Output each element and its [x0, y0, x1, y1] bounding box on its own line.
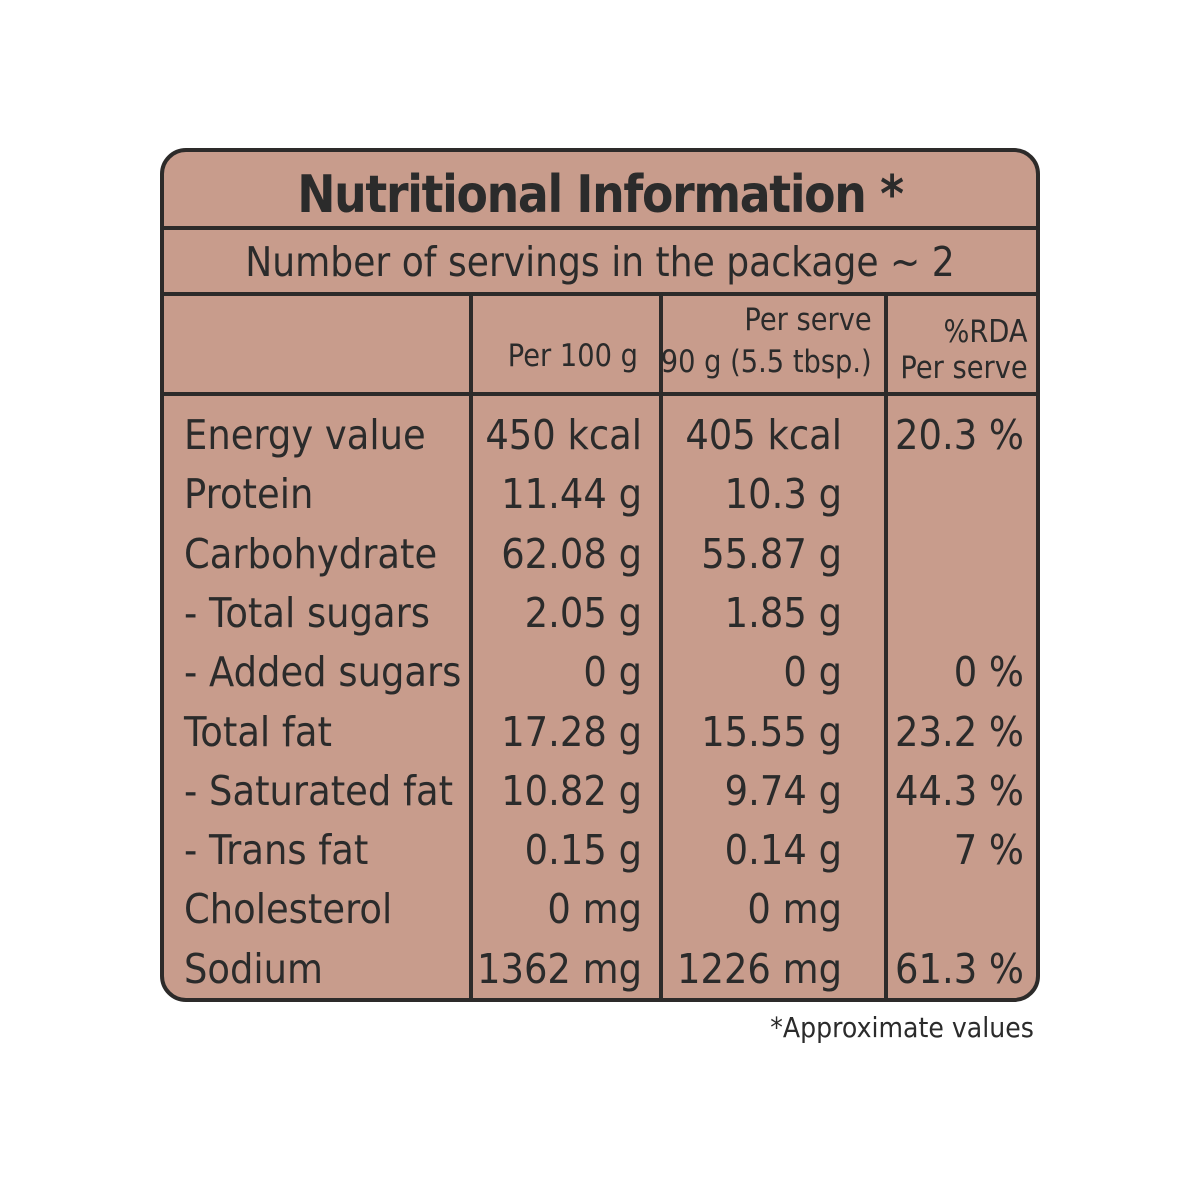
nutrient-label: - Trans fat — [184, 826, 369, 875]
nutrient-label: - Saturated fat — [184, 766, 454, 815]
value-rda: 20.3 % — [895, 411, 1024, 459]
nutrient-label: Carbohydrate — [184, 529, 438, 578]
value-rda: 7 % — [953, 826, 1024, 875]
value-per-100g: 0 mg — [547, 885, 642, 934]
nutrient-row: Total fat 17.28 g 15.55 g 23.2 % — [164, 703, 1036, 762]
value-rda — [880, 465, 1024, 524]
header-per-100g: Per 100 g — [507, 338, 638, 374]
nutrient-row: - Trans fat 0.15 g 0.14 g 7 % — [164, 821, 1036, 880]
value-rda — [880, 525, 1024, 584]
value-rda: 44.3 % — [895, 766, 1024, 815]
nutrient-label: Protein — [184, 470, 314, 519]
value-rda — [880, 880, 1024, 939]
nutrient-row: - Total sugars 2.05 g 1.85 g — [164, 584, 1036, 643]
nutrient-row: Carbohydrate 62.08 g 55.87 g — [164, 525, 1036, 584]
servings-divider — [164, 292, 1036, 296]
nutrient-row: Energy value 450 kcal 405 kcal 20.3 % — [164, 406, 1036, 465]
nutrient-row: Sodium 1362 mg 1226 mg 61.3 % — [164, 940, 1036, 998]
header-per-serve-line2: 90 g (5.5 tbsp.) — [661, 344, 872, 380]
footnote: *Approximate values — [770, 1011, 1034, 1044]
value-per-serve: 1.85 g — [724, 588, 842, 637]
nutrient-row: Protein 11.44 g 10.3 g — [164, 465, 1036, 524]
value-per-100g: 2.05 g — [524, 588, 642, 637]
value-per-serve: 0 mg — [747, 885, 842, 934]
nutrient-row: - Saturated fat 10.82 g 9.74 g 44.3 % — [164, 762, 1036, 821]
header-rda-line2: Per serve — [900, 350, 1028, 386]
panel-title: Nutritional Information * — [297, 165, 904, 225]
column-divider-3 — [884, 294, 888, 998]
value-per-100g: 17.28 g — [501, 707, 642, 756]
value-per-serve: 405 kcal — [685, 411, 842, 459]
value-per-100g: 10.82 g — [501, 766, 642, 815]
value-per-serve: 1226 mg — [676, 944, 842, 993]
servings-text: Number of servings in the package ~ 2 — [245, 238, 955, 286]
value-per-100g: 0.15 g — [524, 826, 642, 875]
nutrient-label: Sodium — [184, 944, 324, 993]
value-per-serve: 55.87 g — [701, 529, 842, 578]
value-rda: 23.2 % — [895, 707, 1024, 756]
value-per-100g: 11.44 g — [501, 470, 642, 519]
title-divider — [164, 226, 1036, 230]
value-per-100g: 0 g — [583, 648, 642, 697]
value-per-100g: 62.08 g — [501, 529, 642, 578]
value-per-serve: 10.3 g — [724, 470, 842, 519]
nutrient-label: - Added sugars — [184, 648, 462, 697]
nutrient-row: Cholesterol 0 mg 0 mg — [164, 880, 1036, 939]
header-divider — [164, 392, 1036, 396]
nutrient-label: Energy value — [184, 411, 426, 459]
header-rda-line1: %RDA — [943, 314, 1028, 350]
column-divider-2 — [659, 294, 663, 998]
nutrient-label: - Total sugars — [184, 588, 430, 637]
value-per-100g: 450 kcal — [485, 411, 642, 459]
header-per-serve-line1: Per serve — [744, 302, 872, 338]
nutrition-panel: Nutritional Information * Number of serv… — [160, 148, 1040, 1002]
value-per-serve: 0 g — [783, 648, 842, 697]
value-per-100g: 1362 mg — [476, 944, 642, 993]
column-divider-1 — [469, 294, 473, 998]
value-per-serve: 15.55 g — [701, 707, 842, 756]
value-per-serve: 9.74 g — [724, 766, 842, 815]
nutrient-row: - Added sugars 0 g 0 g 0 % — [164, 643, 1036, 702]
nutrient-label: Cholesterol — [184, 885, 393, 934]
value-rda: 61.3 % — [895, 944, 1024, 993]
value-rda: 0 % — [953, 648, 1024, 697]
value-per-serve: 0.14 g — [724, 826, 842, 875]
value-rda — [880, 584, 1024, 643]
nutrient-label: Total fat — [184, 707, 332, 756]
